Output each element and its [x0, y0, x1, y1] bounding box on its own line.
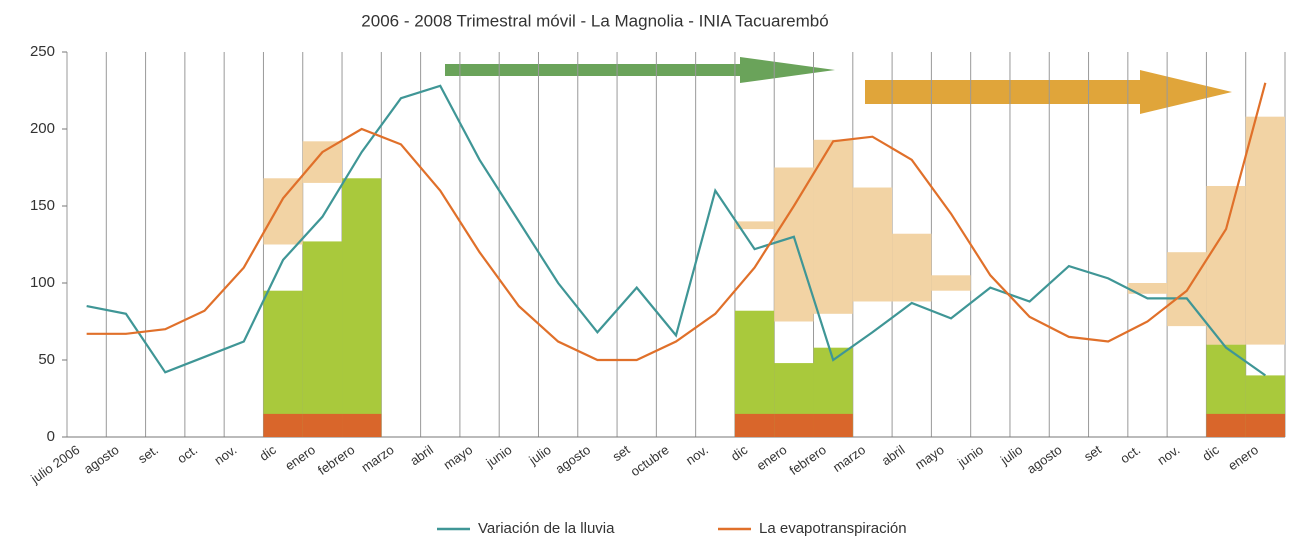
x-tick-label: oct. — [1117, 442, 1143, 466]
legend-label: La evapotranspiración — [759, 520, 907, 537]
x-tick-label: mayo — [912, 442, 947, 473]
series-line — [86, 84, 1266, 377]
base-strip — [1245, 413, 1285, 437]
deficit-range — [263, 178, 303, 245]
legend: Variación de la lluvia La evapotranspira… — [437, 520, 907, 537]
base-strip — [302, 413, 343, 437]
y-tick-label: 150 — [30, 197, 55, 214]
x-tick-label: febrero — [315, 442, 357, 478]
x-tick-label: abril — [407, 442, 436, 468]
x-tick-label: dic — [257, 442, 280, 464]
y-tick-label: 100 — [30, 274, 55, 291]
x-tick-label: set. — [135, 442, 161, 466]
x-tick-label: marzo — [830, 442, 868, 475]
x-tick-label: enero — [282, 442, 318, 473]
x-tick-label: octubre — [628, 442, 672, 479]
x-tick-label: agosto — [1024, 442, 1065, 477]
x-tick-label: oct. — [174, 442, 200, 466]
x-tick-label: julio — [997, 442, 1025, 468]
deficit-range — [892, 233, 932, 302]
base-strip — [1206, 413, 1246, 437]
rain-bar — [342, 178, 382, 437]
base-strip — [734, 413, 775, 437]
x-tick-label: junio — [954, 442, 986, 471]
y-tick-label: 200 — [30, 120, 55, 137]
x-tick-label: agosto — [81, 442, 122, 477]
rain-bar — [263, 290, 303, 437]
y-tick-label: 50 — [38, 351, 55, 368]
x-tick-label: junio — [483, 442, 515, 471]
base-strip — [342, 413, 382, 437]
chart-title: 2006 - 2008 Trimestral móvil - La Magnol… — [361, 11, 828, 30]
x-tick-label: enero — [1225, 442, 1261, 473]
x-tick-label: set — [610, 442, 633, 464]
base-strip — [813, 413, 853, 437]
deficit-range — [1245, 116, 1285, 345]
gold-arrow — [865, 70, 1232, 114]
deficit-range — [1206, 185, 1246, 345]
x-tick-label: dic — [728, 442, 751, 464]
x-tick-label: marzo — [358, 442, 396, 475]
x-tick-label: febrero — [786, 442, 828, 478]
x-tick-label: julio 2006 — [27, 442, 82, 487]
deficit-range — [1127, 283, 1168, 294]
deficit-range — [931, 275, 971, 291]
y-tick-label: 250 — [30, 43, 55, 60]
x-tick-label: enero — [754, 442, 790, 473]
deficit-range — [774, 167, 814, 322]
x-tick-label: mayo — [441, 442, 476, 473]
x-tick-label: abril — [879, 442, 908, 468]
x-tick-label: set — [1081, 442, 1104, 464]
y-tick-label: 0 — [47, 428, 55, 445]
deficit-range — [302, 141, 343, 183]
base-strip — [263, 413, 303, 437]
arrows — [445, 57, 1232, 114]
base-strip — [774, 413, 814, 437]
x-tick-label: dic — [1200, 442, 1223, 464]
x-tick-label: nov. — [683, 442, 711, 468]
series-line — [86, 82, 1267, 362]
x-tick-label: nov. — [212, 442, 240, 468]
deficit-range — [813, 139, 853, 314]
deficit-range — [734, 221, 775, 230]
green-arrow — [445, 57, 835, 83]
x-tick-label: agosto — [553, 442, 594, 477]
x-tick-label: nov. — [1155, 442, 1183, 468]
legend-label: Variación de la lluvia — [478, 520, 615, 537]
x-tick-label: julio — [525, 442, 553, 468]
rain-bar — [302, 241, 343, 437]
deficit-range — [852, 187, 893, 302]
